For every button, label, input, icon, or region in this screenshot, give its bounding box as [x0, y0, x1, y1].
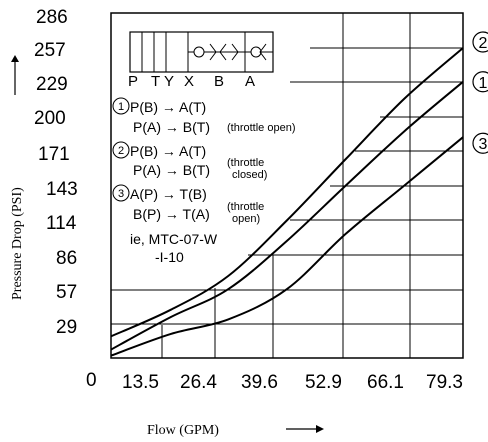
mode-1-annotation: 1 P(B) → A(T) P(A) → B(T) (throttle open… — [112, 97, 295, 135]
mode-2-note2: closed) — [232, 169, 267, 181]
y-tick-label: 171 — [38, 144, 70, 165]
series-marker-label-2: 2 — [479, 35, 488, 52]
x-tick-label: 66.1 — [367, 372, 404, 393]
x-tick-label: 13.5 — [122, 372, 159, 393]
x-tick-label: 0 — [86, 370, 97, 391]
port-label-p: P — [128, 73, 138, 90]
mode-3-line2: B(P) → T(A) — [133, 206, 210, 222]
mode-2-line2: P(A) → B(T) — [133, 162, 210, 178]
x-tick-label: 26.4 — [180, 372, 217, 393]
mode-2-marker-circle — [112, 141, 130, 159]
y-axis-arrow-icon — [11, 55, 19, 95]
mode-2-annotation: 2 P(B) → A(T) P(A) → B(T) (throttle clos… — [112, 141, 267, 181]
y-tick-label: 257 — [34, 40, 66, 61]
mode-2-marker: 2 — [118, 145, 124, 157]
port-label-a: A — [245, 73, 255, 90]
series-marker-label-1: 1 — [479, 75, 488, 92]
series-layer: 2 1 3 — [110, 31, 488, 357]
y-tick-label: 286 — [36, 7, 68, 28]
x-tick-label: 52.9 — [305, 372, 342, 393]
series-marker-label-3: 3 — [479, 136, 488, 153]
y-tick-labels: 29 57 86 114 143 171 200 229 257 286 — [34, 7, 78, 338]
mode-3-line1: A(P) → T(B) — [130, 186, 207, 202]
port-label-t: T — [151, 73, 160, 90]
x-axis-title: Flow (GPM) — [147, 423, 219, 438]
y-tick-label: 200 — [34, 108, 66, 129]
series-marker-circle-2 — [472, 31, 488, 53]
mode-3-note2: open) — [232, 213, 260, 225]
valve-schematic-icon — [129, 31, 274, 73]
y-tick-label: 114 — [46, 213, 77, 234]
series-marker-circle-1 — [472, 71, 488, 93]
port-labels: P T Y X B A — [128, 73, 255, 90]
mode-1-line2: P(A) → B(T) — [133, 119, 210, 135]
x-tick-labels: 0 13.5 26.4 39.6 52.9 66.1 79.3 — [86, 370, 463, 393]
mode-1-marker: 1 — [118, 101, 124, 113]
port-label-x: X — [184, 73, 194, 90]
x-tick-label: 39.6 — [241, 372, 278, 393]
series-line-1 — [110, 81, 464, 351]
model-example-line2: -I-10 — [155, 249, 184, 265]
mode-2-line1: P(B) → A(T) — [130, 143, 206, 159]
mode-1-note: (throttle open) — [227, 122, 295, 134]
model-example-line1: ie, MTC-07-W — [130, 231, 218, 247]
mode-1-marker-circle — [112, 97, 130, 115]
y-axis-title: Pressure Drop (PSI) — [10, 187, 25, 300]
series-marker-circle-3 — [472, 132, 488, 154]
port-label-y: Y — [164, 73, 174, 90]
mode-3-marker: 3 — [118, 188, 124, 200]
series-line-3 — [110, 136, 464, 357]
y-tick-label: 229 — [36, 74, 68, 95]
y-tick-label: 143 — [46, 179, 78, 200]
series-line-2 — [110, 47, 464, 338]
mode-2-note1: (throttle — [227, 157, 264, 169]
x-tick-label: 79.3 — [426, 372, 463, 393]
y-tick-label: 86 — [56, 248, 77, 269]
x-axis-arrow-icon — [286, 425, 324, 433]
mode-3-marker-circle — [112, 184, 130, 202]
y-tick-label: 29 — [56, 317, 77, 338]
mode-3-note1: (throttle — [227, 201, 264, 213]
mode-1-line1: P(B) → A(T) — [130, 99, 206, 115]
port-label-b: B — [214, 73, 224, 90]
mode-3-annotation: 3 A(P) → T(B) B(P) → T(A) (throttle open… — [112, 184, 264, 225]
y-tick-label: 57 — [56, 282, 77, 303]
